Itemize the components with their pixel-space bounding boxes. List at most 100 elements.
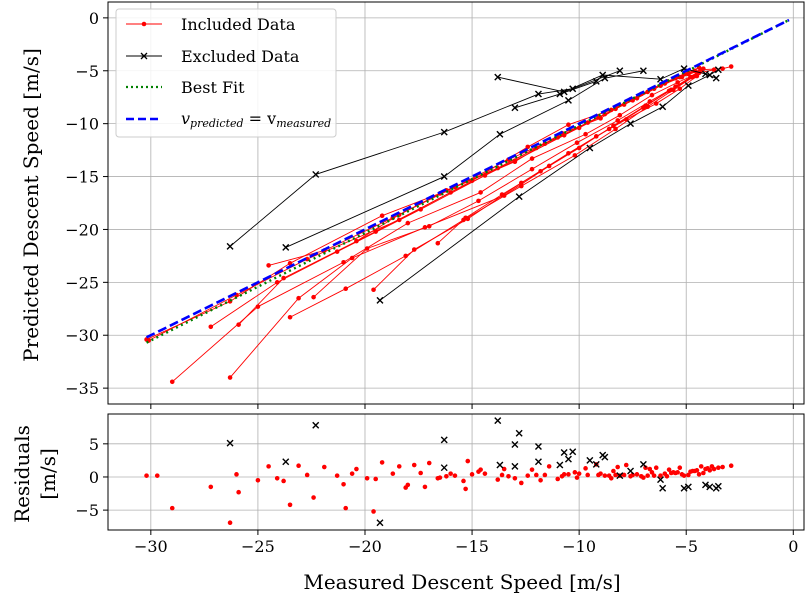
residual-excluded-point [701,481,709,489]
residual-excluded-point [515,429,523,437]
residual-included-point [373,476,378,482]
legend-entry-included: Included Data [126,15,296,34]
bottom-y-tick-label: −5 [75,501,99,520]
included-point [266,263,271,268]
legend-identity-label: vpredicted = vmeasured [181,109,331,130]
top-y-tick-label: −35 [65,379,99,398]
residual-included-point [634,472,640,477]
residual-included-point [405,482,411,488]
residuals-label-line2: [m/s] [36,448,60,500]
included-point [371,287,376,293]
included-point [354,238,359,244]
legend-excluded-label: Excluded Data [181,47,300,66]
residuals-plot: −30 −25 −20 −15 −10 −5 0 −5 0 5 Residuals [m/s] M… [10,413,805,594]
residual-excluded-point [601,453,609,461]
included-point [287,314,293,320]
residual-excluded-point [440,464,448,472]
included-point [649,92,655,98]
excluded-series-line [379,69,719,301]
residual-included-point [519,480,524,486]
residual-included-point [615,464,620,470]
excluded-point [494,73,502,81]
residual-included-point [649,470,655,475]
included-point [529,156,535,161]
residual-included-point [499,472,505,478]
residual-included-point [234,472,239,477]
residual-included-point [561,472,567,477]
excluded-point [601,74,609,82]
residual-included-point [343,505,349,511]
included-point [311,294,316,300]
excluded-point [556,90,564,98]
residual-included-point [534,472,539,478]
residual-included-point [651,473,657,478]
included-point [296,295,301,301]
included-point [519,183,524,189]
included-point [690,74,695,80]
x-tick-label: −10 [562,537,596,556]
included-point [463,215,468,221]
included-point [169,379,175,385]
bottom-plot-area [144,417,734,527]
legend-identity-sub2: measured [276,117,331,130]
x-tick-label: −15 [455,537,489,556]
residual-included-point [144,473,149,478]
excluded-point [701,70,709,78]
residual-excluded-point [511,440,519,448]
included-point [585,120,591,125]
residual-included-point [154,473,160,478]
residual-included-point [208,484,214,490]
residual-included-point [444,474,449,479]
residual-excluded-point [592,460,600,468]
included-point [448,190,453,195]
excluded-series-line [514,80,597,109]
residual-included-point [169,505,175,511]
included-point [566,122,571,128]
included-point [478,190,483,195]
included-point [426,223,432,229]
excluded-point [312,170,320,178]
residual-excluded-point [569,448,577,456]
included-point [675,80,680,85]
residual-excluded-point [586,456,594,464]
residual-included-point [364,475,370,481]
excluded-point [564,96,572,104]
legend-identity-v1: v [181,109,190,128]
residual-excluded-point [376,519,384,527]
x-tick-label: −30 [134,537,168,556]
included-series-line [171,69,715,383]
residual-included-point [304,472,310,478]
included-series-line [148,68,704,341]
excluded-point [569,85,577,93]
residual-included-point [469,472,475,477]
residual-included-point [576,471,582,476]
included-point [711,67,717,73]
excluded-point [440,173,448,181]
residual-included-point [720,464,725,470]
included-point [566,150,571,156]
residual-included-point [701,470,706,476]
residual-included-point [371,509,376,514]
excluded-point [599,71,607,79]
legend-entry-best-fit: Best Fit [126,78,245,97]
included-point [287,261,293,266]
legend-included-marker [141,21,147,27]
legend-included-label: Included Data [181,15,296,34]
top-y-tick-label: −30 [65,326,99,345]
residual-included-point [707,468,713,473]
top-y-axis-label: Predicted Descent Speed [m/s] [19,48,43,362]
bottom-axis-ticks: −30 −25 −20 −15 −10 −5 0 −5 0 5 [75,435,798,556]
top-y-tick-label: −20 [65,220,99,239]
residual-included-point [566,472,571,477]
included-point [653,101,659,106]
residual-included-point [641,475,646,480]
included-point [728,64,734,69]
residual-included-point [611,468,616,474]
included-point [701,66,706,71]
residual-included-point [538,477,543,483]
residual-excluded-point [440,436,448,444]
residual-excluded-point [226,439,234,447]
residual-excluded-point [511,462,519,470]
included-series-line [289,75,696,318]
legend-entry-identity: vpredicted = vmeasured [126,109,331,130]
